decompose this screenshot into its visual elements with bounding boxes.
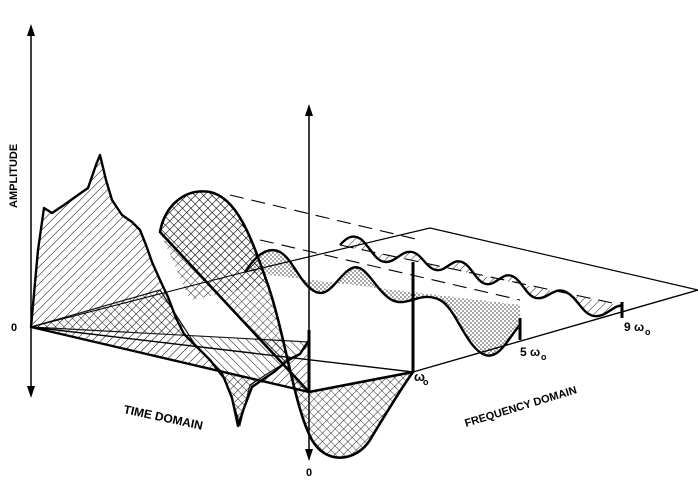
fundamental-wave-upper-fill xyxy=(160,191,268,300)
composite-waveform xyxy=(29,153,311,428)
amplitude-axis xyxy=(27,24,35,398)
frequency-domain-label: FREQUENCY DOMAIN xyxy=(463,384,578,430)
five-omega-0-symbol: 5 ω xyxy=(520,345,540,359)
amplitude-label: AMPLITUDE xyxy=(8,144,20,208)
zero-label-bottom: 0 xyxy=(306,467,312,479)
five-omega-0-label: 5 ω o xyxy=(520,345,547,362)
omega-0-subscript: o xyxy=(423,377,429,387)
third-harmonic-fill xyxy=(245,250,520,356)
zero-label-left: 0 xyxy=(11,322,17,334)
spectral-lines xyxy=(307,262,624,392)
omega-0-label: ω o xyxy=(414,369,429,387)
omega-0-symbol: ω xyxy=(414,369,425,384)
five-omega-0-subscript: o xyxy=(541,352,547,362)
nine-omega-0-label: 9 ω o xyxy=(624,320,651,337)
nine-omega-0-subscript: o xyxy=(645,327,651,337)
composite-waveform-lower xyxy=(30,289,311,428)
fifth-harmonic-fill xyxy=(340,236,622,317)
projection-lines xyxy=(229,194,623,306)
nine-omega-0-symbol: 9 ω xyxy=(624,320,644,334)
time-domain-label: TIME DOMAIN xyxy=(122,402,204,432)
